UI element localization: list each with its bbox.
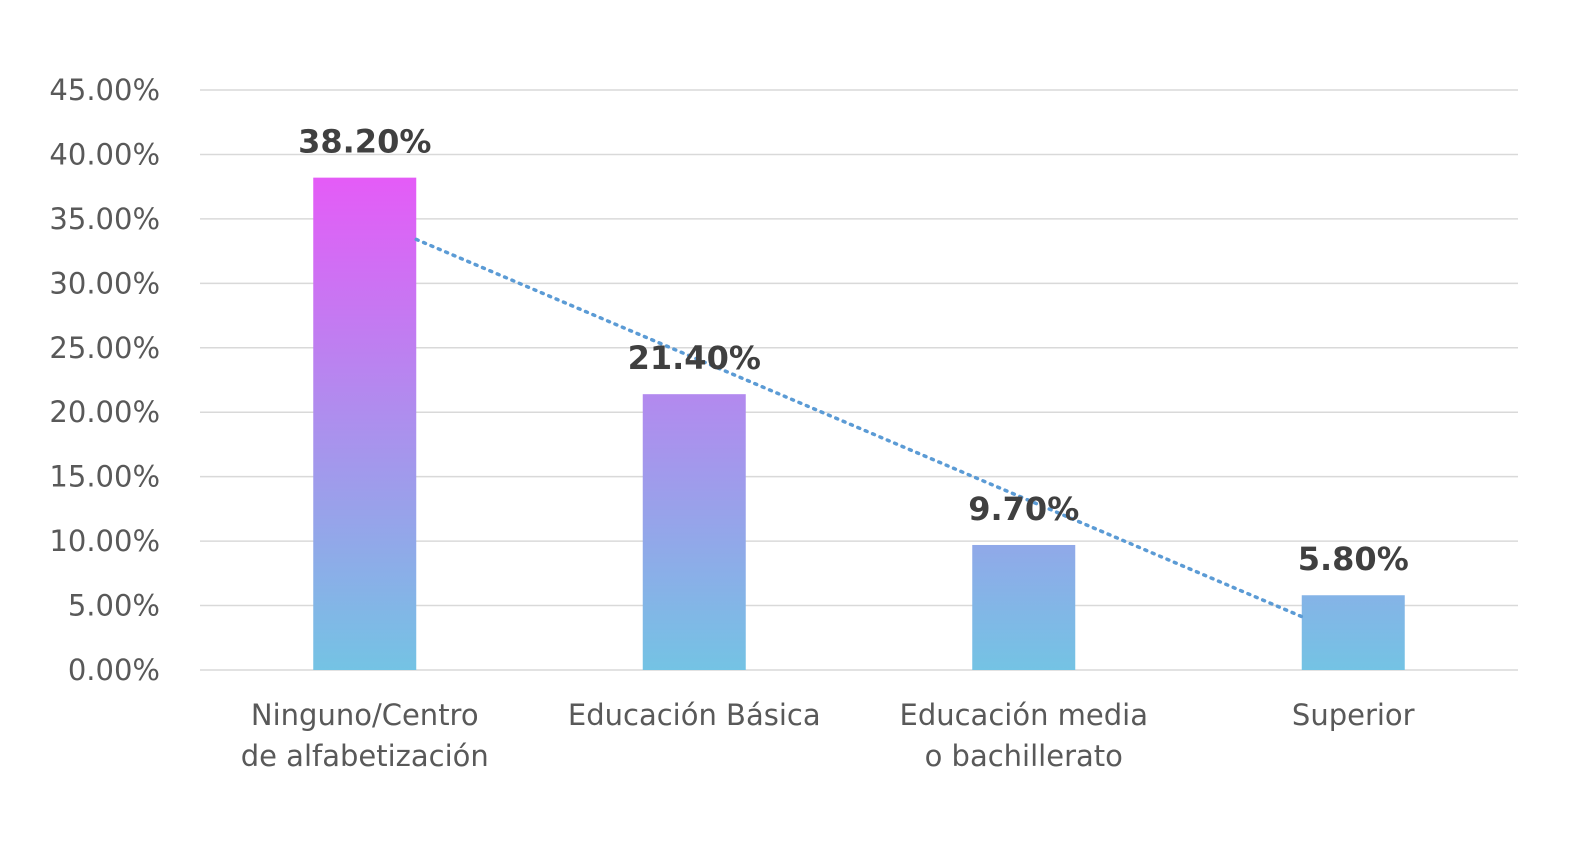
trendline: [414, 237, 1304, 619]
bar: [972, 544, 1076, 670]
x-axis: Ninguno/Centro de alfabetización Educación…: [241, 698, 1415, 773]
y-tick-label: 10.00%: [49, 524, 160, 558]
x-tick-label: Superior: [1292, 698, 1415, 732]
x-tick-label: Educación media: [900, 698, 1149, 732]
x-tick-label: o bachillerato: [925, 739, 1123, 773]
y-tick-label: 25.00%: [49, 331, 160, 365]
y-tick-label: 40.00%: [49, 137, 160, 171]
y-tick-label: 5.00%: [68, 589, 160, 623]
bars: [313, 177, 1405, 670]
bar: [642, 394, 746, 670]
x-tick-label: Educación Básica: [568, 698, 821, 732]
data-label: 9.70%: [968, 490, 1079, 528]
y-tick-label: 15.00%: [49, 460, 160, 494]
data-label: 38.20%: [298, 123, 431, 161]
y-tick-label: 20.00%: [49, 395, 160, 429]
x-tick-label: Ninguno/Centro: [251, 698, 479, 732]
data-label: 21.40%: [628, 339, 761, 377]
y-tick-label: 45.00%: [49, 73, 160, 107]
trendline-group: [414, 237, 1304, 619]
y-tick-label: 35.00%: [49, 202, 160, 236]
x-tick-label: de alfabetización: [241, 739, 489, 773]
bar: [313, 177, 417, 670]
y-tick-label: 0.00%: [68, 653, 160, 687]
data-labels: 38.20% 21.40% 9.70% 5.80%: [298, 123, 1409, 579]
bar: [1301, 595, 1405, 670]
y-tick-label: 30.00%: [49, 266, 160, 300]
data-label: 5.80%: [1298, 540, 1409, 578]
y-axis: 0.00% 5.00% 10.00% 15.00% 20.00% 25.00% 30.00%…: [49, 73, 160, 687]
gridlines: [200, 89, 1518, 671]
